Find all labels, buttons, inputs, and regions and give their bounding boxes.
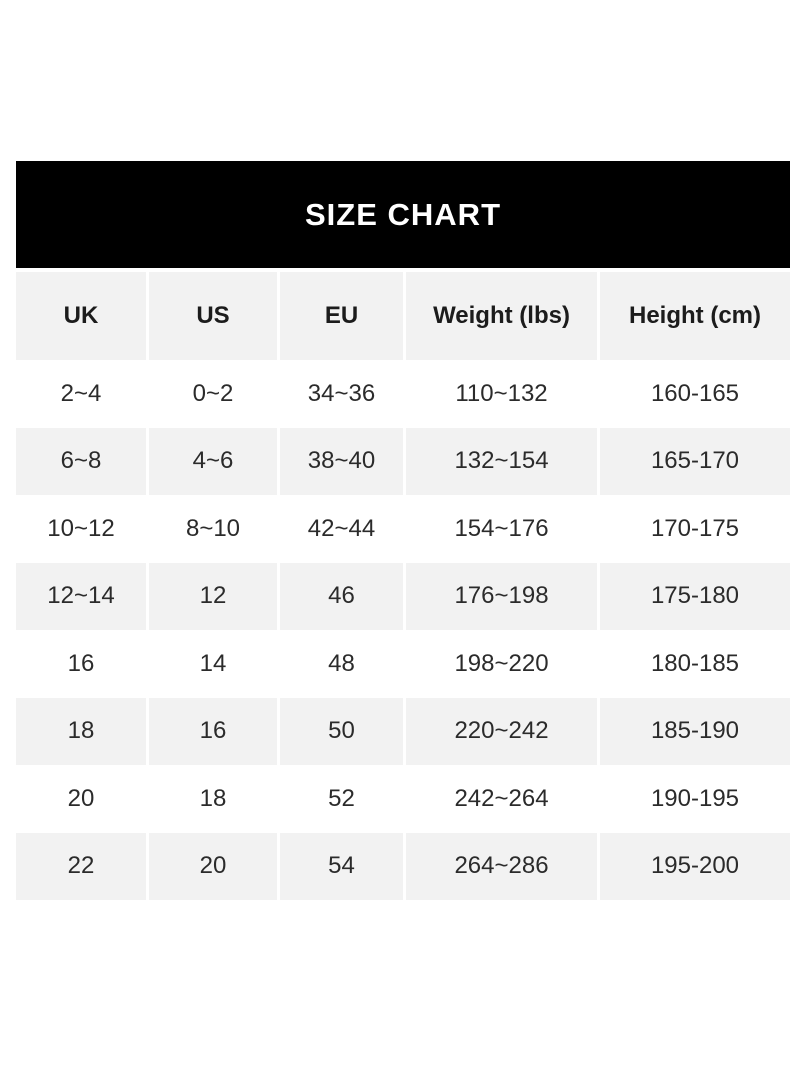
table-cell: 46	[277, 562, 403, 630]
table-cell: 18	[146, 765, 277, 833]
table-cell: 175-180	[597, 562, 790, 630]
table-cell: 190-195	[597, 765, 790, 833]
size-chart: SIZE CHART UK US EU Weight (lbs) Height …	[16, 161, 790, 900]
table-cell: 110~132	[403, 360, 597, 428]
table-cell: 14	[146, 630, 277, 698]
column-header-height: Height (cm)	[597, 272, 790, 360]
table-cell: 264~286	[403, 832, 597, 900]
table-row: 12~14 12 46 176~198 175-180	[16, 562, 790, 630]
column-header-us: US	[146, 272, 277, 360]
size-chart-title-bar: SIZE CHART	[16, 161, 790, 268]
table-cell: 154~176	[403, 495, 597, 563]
table-row: 6~8 4~6 38~40 132~154 165-170	[16, 427, 790, 495]
table-cell: 176~198	[403, 562, 597, 630]
table-cell: 8~10	[146, 495, 277, 563]
table-cell: 16	[146, 697, 277, 765]
table-cell: 20	[67, 784, 95, 812]
table-cell: 48	[277, 630, 403, 698]
table-cell: 242~264	[403, 765, 597, 833]
table-cell: 132~154	[403, 427, 597, 495]
table-cell: 38~40	[277, 427, 403, 495]
table-cell: 16	[67, 649, 95, 677]
table-cell: 165-170	[597, 427, 790, 495]
table-cell: 12	[146, 562, 277, 630]
table-cell: 54	[277, 832, 403, 900]
table-row: 2~4 0~2 34~36 110~132 160-165	[16, 360, 790, 428]
table-cell: 2~4	[60, 379, 102, 407]
table-row: 22 20 54 264~286 195-200	[16, 832, 790, 900]
table-cell: 0~2	[146, 360, 277, 428]
column-header-uk: UK	[63, 302, 99, 329]
table-cell: 12~14	[47, 582, 115, 610]
column-header-eu: EU	[277, 272, 403, 360]
column-header-weight: Weight (lbs)	[403, 272, 597, 360]
table-cell: 198~220	[403, 630, 597, 698]
table-cell: 195-200	[597, 832, 790, 900]
table-row: 20 18 52 242~264 190-195	[16, 765, 790, 833]
table-header-row: UK US EU Weight (lbs) Height (cm)	[16, 272, 790, 360]
table-cell: 52	[277, 765, 403, 833]
table-cell: 220~242	[403, 697, 597, 765]
table-cell: 185-190	[597, 697, 790, 765]
table-row: 10~12 8~10 42~44 154~176 170-175	[16, 495, 790, 563]
table-cell: 4~6	[146, 427, 277, 495]
table-cell: 160-165	[597, 360, 790, 428]
size-chart-title: SIZE CHART	[305, 196, 501, 232]
table-cell: 10~12	[47, 514, 115, 542]
table-cell: 22	[67, 852, 95, 880]
table-cell: 18	[67, 717, 95, 745]
table-cell: 20	[146, 832, 277, 900]
table-cell: 180-185	[597, 630, 790, 698]
table-cell: 6~8	[60, 447, 102, 475]
table-cell: 170-175	[597, 495, 790, 563]
table-row: 18 16 50 220~242 185-190	[16, 697, 790, 765]
table-cell: 42~44	[277, 495, 403, 563]
table-cell: 50	[277, 697, 403, 765]
table-row: 16 14 48 198~220 180-185	[16, 630, 790, 698]
table-cell: 34~36	[277, 360, 403, 428]
